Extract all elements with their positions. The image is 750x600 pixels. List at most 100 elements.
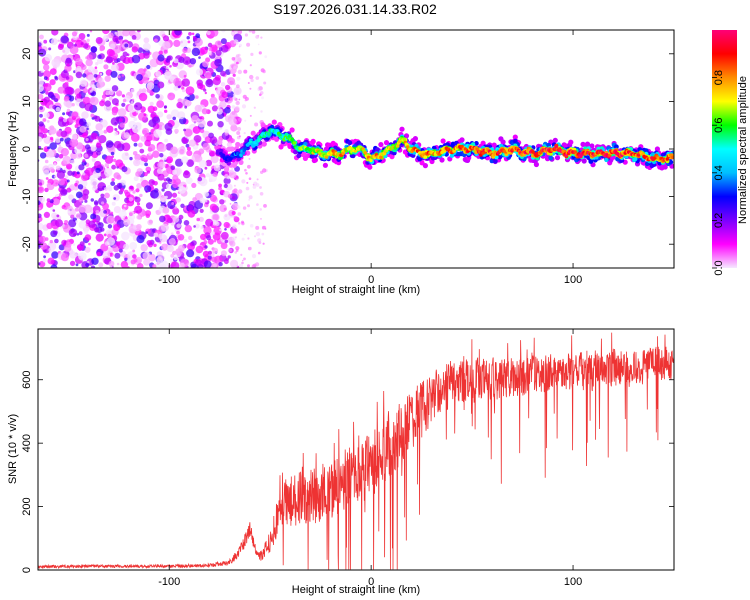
spectrogram-noise-cell — [91, 257, 99, 265]
spectrogram-noise-cell — [113, 158, 117, 163]
spectrogram-noise-cell — [161, 243, 169, 251]
spectrogram-noise-cell — [122, 98, 127, 103]
spectrogram-noise-cell — [261, 232, 265, 236]
spectrogram-noise-cell — [63, 224, 72, 233]
spectrogram-noise-cell — [173, 39, 181, 48]
spectrogram-noise-cell — [201, 108, 208, 115]
spectrogram-noise-cell — [53, 162, 57, 166]
spectrogram-noise-cell — [213, 164, 221, 172]
snr-y-tick-label: 200 — [21, 497, 33, 515]
spectrogram-noise-cell — [43, 39, 48, 44]
spectrogram-noise-cell — [105, 140, 114, 148]
spectrogram-noise-cell — [134, 153, 142, 161]
spectrogram-noise-cell — [144, 185, 152, 193]
spectrogram-noise-cell — [133, 117, 137, 121]
spectrogram-noise-cell — [203, 226, 212, 235]
colorbar-tick-label: 0.0 — [713, 260, 725, 275]
spectrogram-noise-cell — [214, 58, 222, 67]
spectrogram-noise-cell — [248, 198, 251, 201]
spectrogram-noise-cell — [204, 166, 208, 170]
spectrogram-noise-cell — [186, 146, 191, 151]
spectrogram-noise-cell — [131, 54, 141, 64]
spectrogram-noise-cell — [118, 248, 123, 253]
spectrogram-noise-cell — [163, 49, 168, 54]
spectrogram-noise-cell — [76, 65, 82, 72]
spectrogram-noise-cell — [218, 183, 223, 188]
spectrogram-noise-cell — [247, 82, 250, 84]
spectrogram-noise-cell — [230, 138, 236, 144]
spectrogram-noise-cell — [231, 110, 236, 115]
spectrogram-noise-cell — [169, 65, 172, 68]
spectrogram-noise-cell — [138, 92, 148, 102]
spectrogram-noise-cell — [195, 95, 199, 99]
spectrogram-noise-cell — [78, 164, 85, 171]
spectrogram-noise-cell — [55, 165, 61, 171]
spectrogram-noise-cell — [163, 105, 168, 109]
spectrogram-noise-cell — [165, 65, 170, 69]
spectrogram-x-ticks: -100 0 100 — [158, 30, 582, 286]
spectrogram-noise-cell — [58, 154, 64, 159]
spectrogram-noise-cell — [174, 206, 177, 210]
spectrogram-noise-cell — [105, 56, 113, 64]
spectrogram-ridge-cell — [604, 157, 609, 163]
spectrogram-noise-cell — [111, 98, 119, 106]
spectrogram-noise-cell — [193, 36, 198, 42]
spectrogram-ridge-cell — [269, 124, 275, 130]
spectrogram-noise-cell — [171, 202, 175, 205]
spectrogram-noise-cell — [234, 106, 240, 112]
spectrogram-noise-cell — [185, 60, 189, 64]
spectrogram-noise-cell — [111, 201, 116, 206]
spectrogram-noise-cell — [84, 199, 88, 203]
spectrogram-noise-cell — [143, 258, 151, 266]
spectrogram-noise-cell — [38, 222, 44, 231]
spectrogram-noise-cell — [104, 162, 110, 168]
snr-x-tick-label: 100 — [564, 576, 582, 588]
spectrogram-noise-cell — [100, 193, 105, 198]
spectrogram-noise-cell — [86, 33, 90, 37]
spectrogram-noise-cell — [94, 227, 100, 233]
spectrogram-noise-cell — [100, 151, 103, 154]
spectrogram-noise-cell — [58, 178, 65, 186]
spectrogram-noise-cell — [69, 251, 77, 259]
spectrogram-noise-cell — [184, 224, 192, 233]
spectrogram-noise-cell — [158, 50, 163, 55]
spectrogram-noise-cell — [203, 240, 208, 245]
spectrogram-noise-cell — [122, 51, 128, 57]
spectrogram-y-tick-label: 20 — [21, 48, 33, 60]
spectrogram-noise-cell — [104, 192, 110, 199]
spectrogram-noise-cell — [107, 233, 112, 239]
spectrogram-noise-cell — [231, 105, 236, 109]
spectrogram-noise-cell — [84, 246, 91, 253]
spectrogram-ridge-cell — [459, 137, 465, 143]
spectrogram-noise-cell — [66, 76, 70, 80]
spectrogram-noise-cell — [129, 185, 134, 190]
spectrogram-noise-cell — [210, 231, 215, 236]
spectrogram-noise-cell — [107, 224, 113, 229]
spectrogram-noise-cell — [249, 64, 252, 67]
spectrogram-noise-cell — [220, 242, 228, 250]
spectrogram-noise-cell — [76, 93, 82, 99]
spectrogram-ridge-cell — [589, 143, 595, 149]
spectrogram-noise-cell — [225, 257, 229, 261]
spectrogram-noise-cell — [191, 47, 201, 57]
spectrogram-noise-cell — [69, 45, 79, 55]
spectrogram-noise-cell — [256, 178, 259, 181]
spectrogram-noise-cell — [98, 77, 104, 83]
spectrogram-noise-cell — [169, 179, 173, 182]
spectrogram-noise-cell — [70, 159, 75, 164]
spectrogram-noise-cell — [87, 74, 95, 82]
spectrogram-noise-cell — [121, 231, 130, 241]
spectrogram-ridge-cell — [288, 134, 292, 138]
spectrogram-noise-cell — [66, 63, 70, 67]
spectrogram-noise-cell — [200, 225, 204, 230]
spectrogram-noise-cell — [180, 203, 185, 208]
spectrogram-noise-cell — [156, 100, 165, 108]
spectrogram-noise-cell — [113, 131, 119, 136]
spectrogram-noise-cell — [64, 81, 69, 86]
spectrogram-noise-cell — [246, 181, 249, 184]
spectrogram-noise-cell — [203, 191, 209, 197]
spectrogram-noise-cell — [78, 197, 84, 203]
spectrogram-noise-cell — [157, 161, 164, 168]
spectrogram-noise-cell — [230, 124, 238, 132]
spectrogram-noise-cell — [140, 154, 148, 162]
